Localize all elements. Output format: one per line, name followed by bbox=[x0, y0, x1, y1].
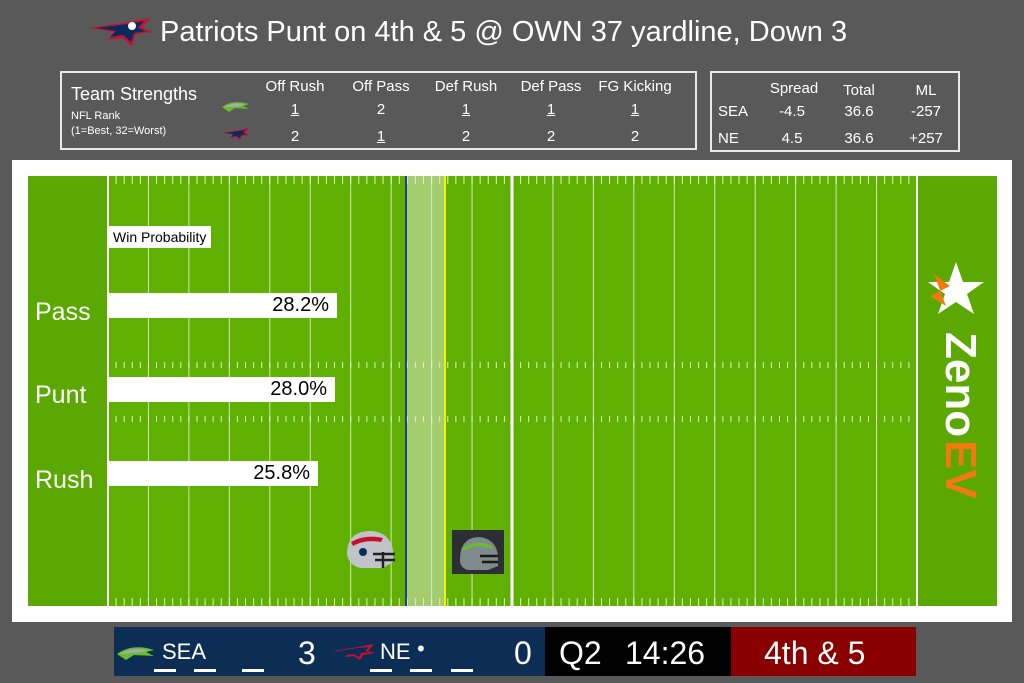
win-prob-bar-punt: 28.0% bbox=[108, 377, 335, 402]
sea-spread: -4.5 bbox=[779, 103, 805, 120]
ne-def-pass-rank: 2 bbox=[546, 128, 556, 145]
quarter-indicator: Q2 bbox=[559, 635, 602, 671]
scoreboard: SEA 3 NE • 0 Q2 14:26 4th & 5 bbox=[114, 627, 916, 676]
patriots-logo-icon bbox=[332, 643, 376, 666]
home-team-score: 0 bbox=[514, 635, 532, 671]
column-header-fg-kicking: FG Kicking bbox=[598, 78, 672, 95]
down-distance-panel: 4th & 5 bbox=[731, 627, 916, 676]
patriots-helmet-icon bbox=[343, 528, 397, 577]
betting-lines-panel: Spread Total ML SEA -4.5 36.6 -257 NE 4.… bbox=[710, 71, 960, 152]
home-timeout-indicator bbox=[451, 669, 473, 672]
play-label-punt: Punt bbox=[35, 381, 87, 409]
away-team-name: SEA bbox=[162, 639, 207, 664]
patriots-logo-icon bbox=[221, 127, 251, 146]
ne-moneyline: +257 bbox=[909, 130, 943, 147]
away-team-score: 3 bbox=[298, 635, 316, 671]
down-and-distance: 4th & 5 bbox=[764, 635, 866, 671]
zenoev-logo-text-ev: EV bbox=[936, 440, 985, 499]
win-prob-bar-rush: 25.8% bbox=[108, 461, 318, 486]
column-header-ml: ML bbox=[915, 82, 937, 99]
ne-off-rush-rank: 2 bbox=[290, 128, 300, 145]
sea-total: 36.6 bbox=[844, 103, 874, 120]
ne-team-label: NE bbox=[718, 130, 739, 147]
scoreboard-teams-panel: SEA 3 NE • 0 bbox=[114, 627, 545, 676]
sea-def-pass-rank: 1 bbox=[546, 101, 556, 118]
column-header-total: Total bbox=[843, 82, 875, 99]
away-timeout-indicator bbox=[194, 669, 216, 672]
column-header-spread: Spread bbox=[769, 80, 819, 97]
sea-def-rush-rank: 1 bbox=[461, 101, 471, 118]
ne-total: 36.6 bbox=[844, 130, 874, 147]
win-prob-value-punt: 28.0% bbox=[270, 378, 327, 400]
page-title: Patriots Punt on 4th & 5 @ OWN 37 yardli… bbox=[160, 16, 848, 48]
seahawks-helmet-icon bbox=[452, 530, 504, 579]
win-probability-label: Win Probability bbox=[108, 226, 212, 248]
left-endzone bbox=[28, 176, 108, 606]
team-strengths-panel: Team Strengths NFL Rank (1=Best, 32=Wors… bbox=[60, 71, 697, 150]
away-timeout-indicator bbox=[154, 669, 176, 672]
team-strengths-title: Team Strengths bbox=[71, 84, 198, 104]
win-prob-value-rush: 25.8% bbox=[253, 462, 310, 484]
patriots-logo-icon bbox=[88, 16, 154, 55]
column-header-def-pass: Def Pass bbox=[520, 78, 582, 95]
away-timeout-indicator bbox=[242, 669, 264, 672]
column-header-def-rush: Def Rush bbox=[434, 78, 498, 95]
possession-indicator: • bbox=[417, 636, 425, 661]
ne-spread: 4.5 bbox=[781, 130, 803, 147]
game-clock-panel: Q2 14:26 bbox=[545, 627, 731, 676]
win-prob-bar-pass: 28.2% bbox=[108, 293, 337, 318]
win-prob-value-pass: 28.2% bbox=[272, 294, 329, 316]
play-label-rush: Rush bbox=[35, 466, 94, 494]
seahawks-logo-icon bbox=[221, 99, 251, 118]
sea-off-pass-rank: 2 bbox=[376, 101, 386, 118]
sea-off-rush-rank: 1 bbox=[290, 101, 300, 118]
zenoev-logo: Zeno EV bbox=[920, 262, 990, 532]
sea-moneyline: -257 bbox=[910, 103, 942, 120]
sea-fg-kicking-rank: 1 bbox=[630, 101, 640, 118]
right-endzone bbox=[917, 176, 997, 606]
ne-fg-kicking-rank: 2 bbox=[630, 128, 640, 145]
team-strengths-scale-note: (1=Best, 32=Worst) bbox=[71, 125, 167, 137]
sea-team-label: SEA bbox=[718, 103, 749, 120]
play-label-pass: Pass bbox=[35, 298, 91, 326]
seahawks-logo-icon bbox=[116, 643, 156, 666]
first-down-zone bbox=[406, 176, 445, 606]
home-timeout-indicator bbox=[370, 669, 392, 672]
ne-def-rush-rank: 2 bbox=[461, 128, 471, 145]
column-header-off-rush: Off Rush bbox=[265, 78, 325, 95]
column-header-off-pass: Off Pass bbox=[352, 78, 410, 95]
ne-off-pass-rank: 1 bbox=[376, 128, 386, 145]
home-timeout-indicator bbox=[410, 669, 432, 672]
home-team-name: NE bbox=[380, 639, 411, 664]
zenoev-logo-text-zeno: Zeno bbox=[936, 332, 985, 437]
team-strengths-subtitle: NFL Rank bbox=[71, 110, 121, 122]
game-clock: 14:26 bbox=[625, 635, 706, 671]
